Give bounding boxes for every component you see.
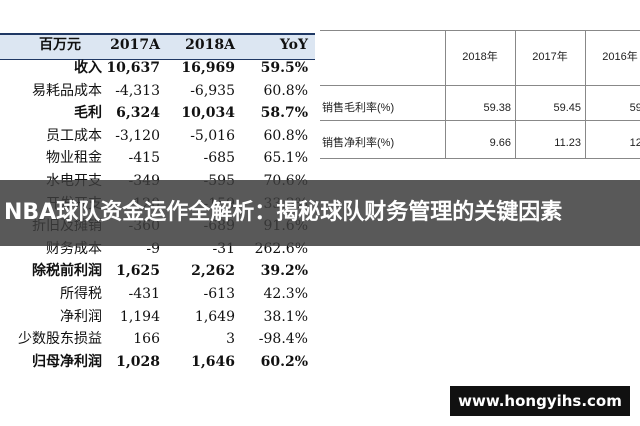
watermark-text: www.hongyihs.com — [458, 392, 622, 410]
header-cell: 百万元 — [39, 37, 81, 53]
banner: NBA球队资金运作全解析：揭秘球队财务管理的关键因素 — [0, 180, 640, 246]
value-cell: 10,637 — [106, 60, 160, 76]
value-cell: 6,324 — [116, 105, 160, 122]
header-cell: 2017年 — [532, 51, 568, 63]
row-label: 员工成本 — [46, 127, 102, 144]
row-label: 净利润 — [60, 308, 102, 325]
row-label: 所得税 — [60, 286, 102, 302]
value-cell: 59.45 — [553, 102, 581, 114]
value-cell: 1,649 — [194, 308, 235, 325]
row-line — [320, 85, 640, 86]
value-cell: 166 — [133, 331, 160, 348]
row-label: 物业租金 — [46, 150, 102, 167]
col-line — [515, 30, 516, 158]
row-line — [320, 30, 640, 31]
header-cell: 2018年 — [462, 51, 498, 63]
row-label: 易耗品成本 — [32, 82, 102, 99]
value-cell: 11.23 — [554, 137, 581, 149]
header-cell: 2018A — [185, 37, 235, 53]
banner-title: NBA球队资金运作全解析：揭秘球队财务管理的关键因素 — [4, 200, 563, 225]
header-cell: YoY — [279, 37, 308, 53]
row-label: 归母净利润 — [32, 353, 102, 370]
row-label: 销售毛利率(%) — [322, 102, 395, 114]
value-cell: 42.3% — [263, 286, 308, 302]
value-cell: -415 — [128, 150, 160, 167]
row-line — [320, 158, 640, 159]
value-cell: 1,625 — [116, 263, 160, 280]
value-cell: 10,034 — [181, 105, 235, 122]
header-cell: 2017A — [110, 37, 160, 53]
value-cell: -685 — [203, 150, 235, 167]
value-cell: -431 — [128, 286, 160, 302]
value-cell: -5,016 — [190, 127, 235, 144]
col-line — [445, 30, 446, 158]
value-cell: 16,969 — [181, 60, 235, 76]
value-cell: 39.2% — [260, 263, 308, 280]
value-cell: 60.8% — [263, 82, 308, 99]
value-cell: 58.7% — [260, 105, 308, 122]
row-label: 毛利 — [74, 105, 102, 122]
row-line — [320, 120, 640, 121]
value-cell: 59.2 — [629, 102, 640, 114]
col-line — [585, 30, 586, 158]
value-cell: 38.1% — [263, 308, 308, 325]
value-cell: -6,935 — [190, 82, 235, 99]
value-cell: 60.2% — [260, 353, 308, 370]
row-label: 除税前利润 — [32, 263, 102, 280]
value-cell: 59.5% — [260, 60, 308, 76]
value-cell: -98.4% — [258, 331, 308, 348]
row-label: 销售净利率(%) — [322, 137, 395, 149]
header-bg — [0, 33, 315, 60]
value-cell: 12.5 — [629, 137, 640, 149]
value-cell: 2,262 — [191, 263, 235, 280]
value-cell: 65.1% — [263, 150, 308, 167]
row-label: 少数股东损益 — [18, 331, 102, 348]
watermark: www.hongyihs.com — [450, 386, 630, 416]
value-cell: 3 — [226, 331, 235, 348]
value-cell: -4,313 — [115, 82, 160, 99]
value-cell: 1,194 — [119, 308, 160, 325]
header-cell: 2016年 — [602, 51, 638, 63]
row-label: 收入 — [74, 60, 102, 76]
value-cell: 9.66 — [489, 137, 511, 149]
left-table: 百万元 2017A 2018A YoY 收入 10,637 16,969 59.5% 易耗品成本… — [0, 33, 315, 393]
value-cell: -3,120 — [115, 127, 160, 144]
value-cell: 59.38 — [483, 102, 511, 114]
value-cell: 1,028 — [116, 353, 160, 370]
value-cell: 60.8% — [263, 127, 308, 144]
value-cell: 1,646 — [191, 353, 235, 370]
value-cell: -613 — [203, 286, 235, 302]
